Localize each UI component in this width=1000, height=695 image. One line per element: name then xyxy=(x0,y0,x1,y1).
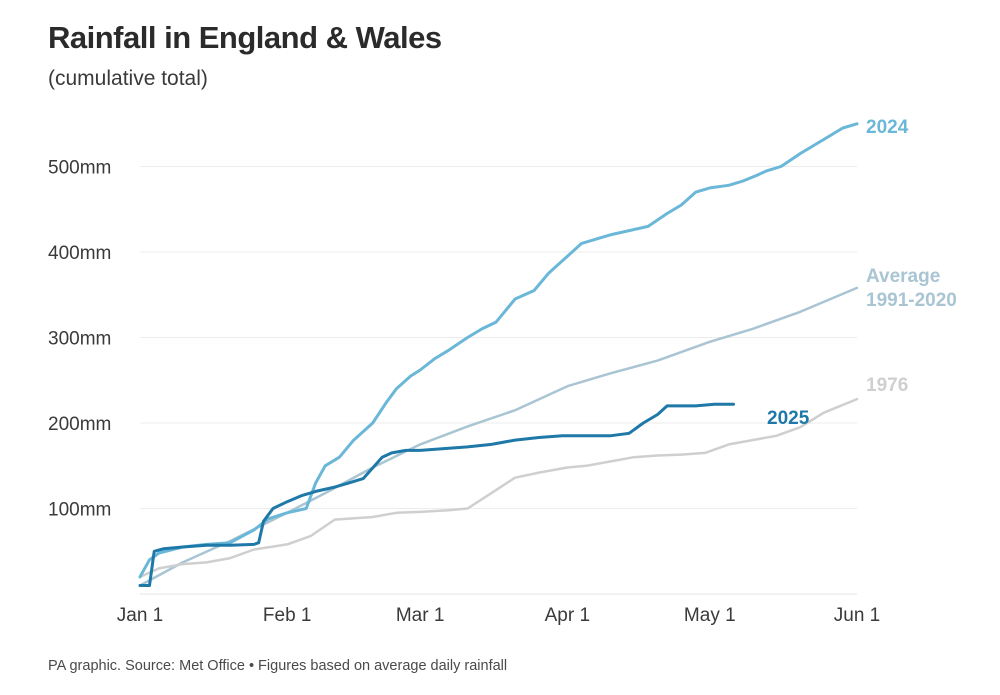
series-label: 1991-2020 xyxy=(866,290,957,311)
x-axis: Jan 1 Feb 1 Mar 1 Apr 1 May 1 Jun 1 xyxy=(117,605,880,626)
series-label: 2024 xyxy=(866,117,909,138)
y-tick-label: 300mm xyxy=(48,329,111,350)
y-axis: 100mm 200mm 300mm 400mm 500mm xyxy=(48,158,111,521)
series-label: Average xyxy=(866,266,940,287)
x-tick-label: Feb 1 xyxy=(263,605,312,626)
y-tick-label: 400mm xyxy=(48,243,111,264)
series-label: 2025 xyxy=(767,408,810,429)
y-tick-label: 500mm xyxy=(48,158,111,179)
x-tick-label: Jun 1 xyxy=(834,605,880,626)
x-tick-label: Mar 1 xyxy=(396,605,445,626)
series-line-2025 xyxy=(138,402,735,587)
chart-subtitle: (cumulative total) xyxy=(48,67,208,90)
x-tick-label: May 1 xyxy=(684,605,736,626)
y-tick-label: 200mm xyxy=(48,414,111,435)
x-tick-label: Jan 1 xyxy=(117,605,163,626)
x-tick-label: Apr 1 xyxy=(545,605,590,626)
series-line-average-1991-2020 xyxy=(138,286,859,587)
series-labels: Average 1991-2020 1976 2024 2025 xyxy=(767,117,957,429)
source-footer: PA graphic. Source: Met Office • Figures… xyxy=(48,658,508,674)
chart-title: Rainfall in England & Wales xyxy=(48,20,442,55)
series-lines xyxy=(138,122,859,587)
series-line-2024 xyxy=(138,122,859,579)
series-line-1976 xyxy=(138,397,859,579)
series-label: 1976 xyxy=(866,375,908,396)
y-tick-label: 100mm xyxy=(48,500,111,521)
gridlines xyxy=(140,166,857,595)
